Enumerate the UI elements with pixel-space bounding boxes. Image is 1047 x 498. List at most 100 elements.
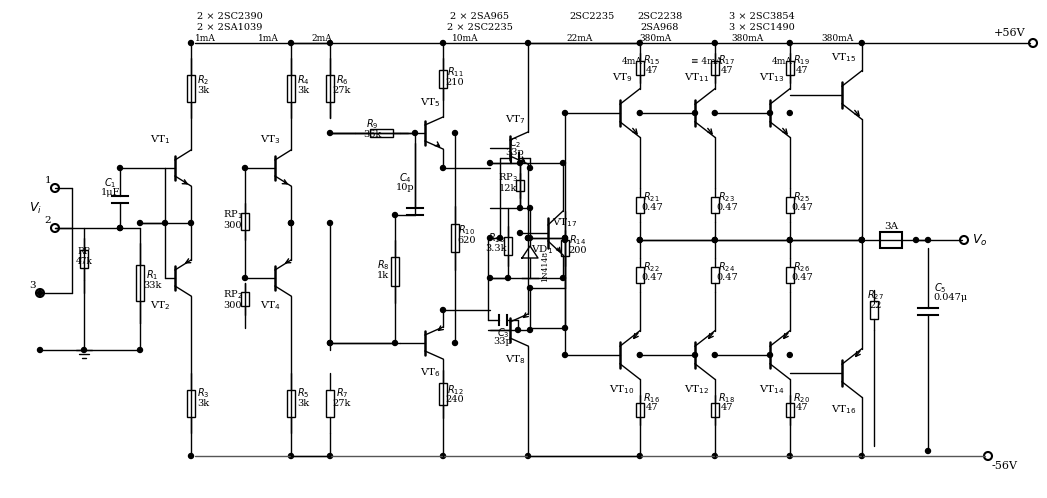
Bar: [241, 292, 249, 306]
Circle shape: [926, 238, 931, 243]
Circle shape: [117, 165, 122, 170]
Circle shape: [787, 353, 793, 358]
Circle shape: [441, 307, 446, 313]
Circle shape: [188, 454, 194, 459]
Text: $R_2$: $R_2$: [197, 73, 209, 87]
Text: VT$_{11}$: VT$_{11}$: [685, 72, 710, 84]
Text: $R_{20}$: $R_{20}$: [794, 391, 810, 405]
Circle shape: [528, 206, 533, 211]
Bar: [516, 180, 524, 191]
Text: $R_{25}$: $R_{25}$: [794, 190, 810, 204]
Bar: [561, 240, 569, 256]
Circle shape: [712, 238, 717, 243]
Bar: [879, 232, 903, 248]
Circle shape: [393, 341, 398, 346]
Bar: [326, 389, 334, 416]
Bar: [287, 389, 295, 416]
Text: $R_{19}$: $R_{19}$: [794, 53, 810, 67]
Text: VT$_6$: VT$_6$: [420, 367, 441, 379]
Text: 3.3k: 3.3k: [485, 244, 507, 252]
Circle shape: [526, 236, 531, 241]
Circle shape: [787, 111, 793, 116]
Text: 33p: 33p: [506, 147, 525, 156]
Bar: [391, 257, 399, 286]
Circle shape: [243, 275, 247, 280]
Circle shape: [638, 238, 642, 243]
Circle shape: [562, 236, 567, 241]
Circle shape: [638, 353, 642, 358]
Text: $R_4$: $R_4$: [296, 73, 309, 87]
Text: $R_{26}$: $R_{26}$: [794, 260, 810, 274]
Circle shape: [638, 40, 642, 45]
Text: 4mA: 4mA: [622, 56, 643, 66]
Bar: [187, 389, 195, 416]
Text: 12k: 12k: [498, 183, 517, 193]
Text: 10p: 10p: [396, 182, 415, 192]
Text: VD$_1$: VD$_1$: [531, 244, 553, 256]
Text: 3k: 3k: [197, 398, 209, 407]
Text: $R_{16}$: $R_{16}$: [643, 391, 661, 405]
Text: 36k: 36k: [363, 129, 381, 138]
Text: 300: 300: [224, 300, 242, 309]
Circle shape: [787, 238, 793, 243]
Circle shape: [913, 238, 918, 243]
Circle shape: [860, 40, 865, 45]
Text: 1N4148: 1N4148: [541, 250, 549, 281]
Text: 0.47: 0.47: [641, 203, 663, 212]
Bar: [287, 75, 295, 102]
Text: 47k: 47k: [75, 256, 92, 265]
Circle shape: [787, 40, 793, 45]
Circle shape: [860, 238, 865, 243]
Circle shape: [638, 111, 642, 116]
Text: $V_o$: $V_o$: [973, 233, 987, 248]
Text: VT$_{13}$: VT$_{13}$: [759, 72, 784, 84]
Text: $R_{21}$: $R_{21}$: [644, 190, 661, 204]
Text: $R_{17}$: $R_{17}$: [718, 53, 735, 67]
Text: VT$_{10}$: VT$_{10}$: [609, 383, 634, 396]
Text: 0.47: 0.47: [641, 272, 663, 281]
Text: $R_7$: $R_7$: [336, 386, 349, 400]
Circle shape: [517, 206, 522, 211]
Circle shape: [528, 285, 533, 290]
Text: $R_{15}$: $R_{15}$: [643, 53, 661, 67]
Text: $R_{23}$: $R_{23}$: [718, 190, 735, 204]
Text: 47: 47: [796, 403, 808, 412]
Circle shape: [528, 165, 533, 170]
Text: 380mA: 380mA: [640, 33, 672, 42]
Bar: [187, 75, 195, 102]
Text: VT$_5$: VT$_5$: [420, 97, 441, 110]
Circle shape: [328, 221, 333, 226]
Bar: [786, 197, 794, 213]
Text: 2SA968: 2SA968: [641, 22, 680, 31]
Circle shape: [488, 236, 492, 241]
Text: $R_{24}$: $R_{24}$: [718, 260, 735, 274]
Bar: [786, 267, 794, 283]
Text: 47: 47: [646, 66, 659, 75]
Bar: [786, 403, 794, 417]
Circle shape: [562, 111, 567, 116]
Text: 3 × 2SC1490: 3 × 2SC1490: [729, 22, 795, 31]
Circle shape: [560, 275, 565, 280]
Bar: [711, 267, 719, 283]
Circle shape: [926, 449, 931, 454]
Text: RP: RP: [77, 247, 90, 255]
Circle shape: [562, 353, 567, 358]
Circle shape: [393, 213, 398, 218]
Circle shape: [441, 40, 446, 45]
Text: 10mA: 10mA: [451, 33, 478, 42]
Text: 1mA: 1mA: [195, 33, 216, 42]
Text: 200: 200: [569, 246, 587, 254]
Text: RP$_3$: RP$_3$: [498, 172, 518, 184]
Circle shape: [712, 454, 717, 459]
Text: $R_{12}$: $R_{12}$: [447, 383, 464, 397]
Text: 0.47: 0.47: [716, 272, 738, 281]
Text: RP$_1$: RP$_1$: [223, 209, 243, 222]
Text: VT$_3$: VT$_3$: [260, 133, 281, 146]
Circle shape: [328, 454, 333, 459]
Circle shape: [515, 328, 520, 333]
Circle shape: [860, 454, 865, 459]
Circle shape: [452, 130, 458, 135]
Bar: [786, 61, 794, 75]
Text: 2mA: 2mA: [312, 33, 332, 42]
Circle shape: [38, 348, 43, 353]
